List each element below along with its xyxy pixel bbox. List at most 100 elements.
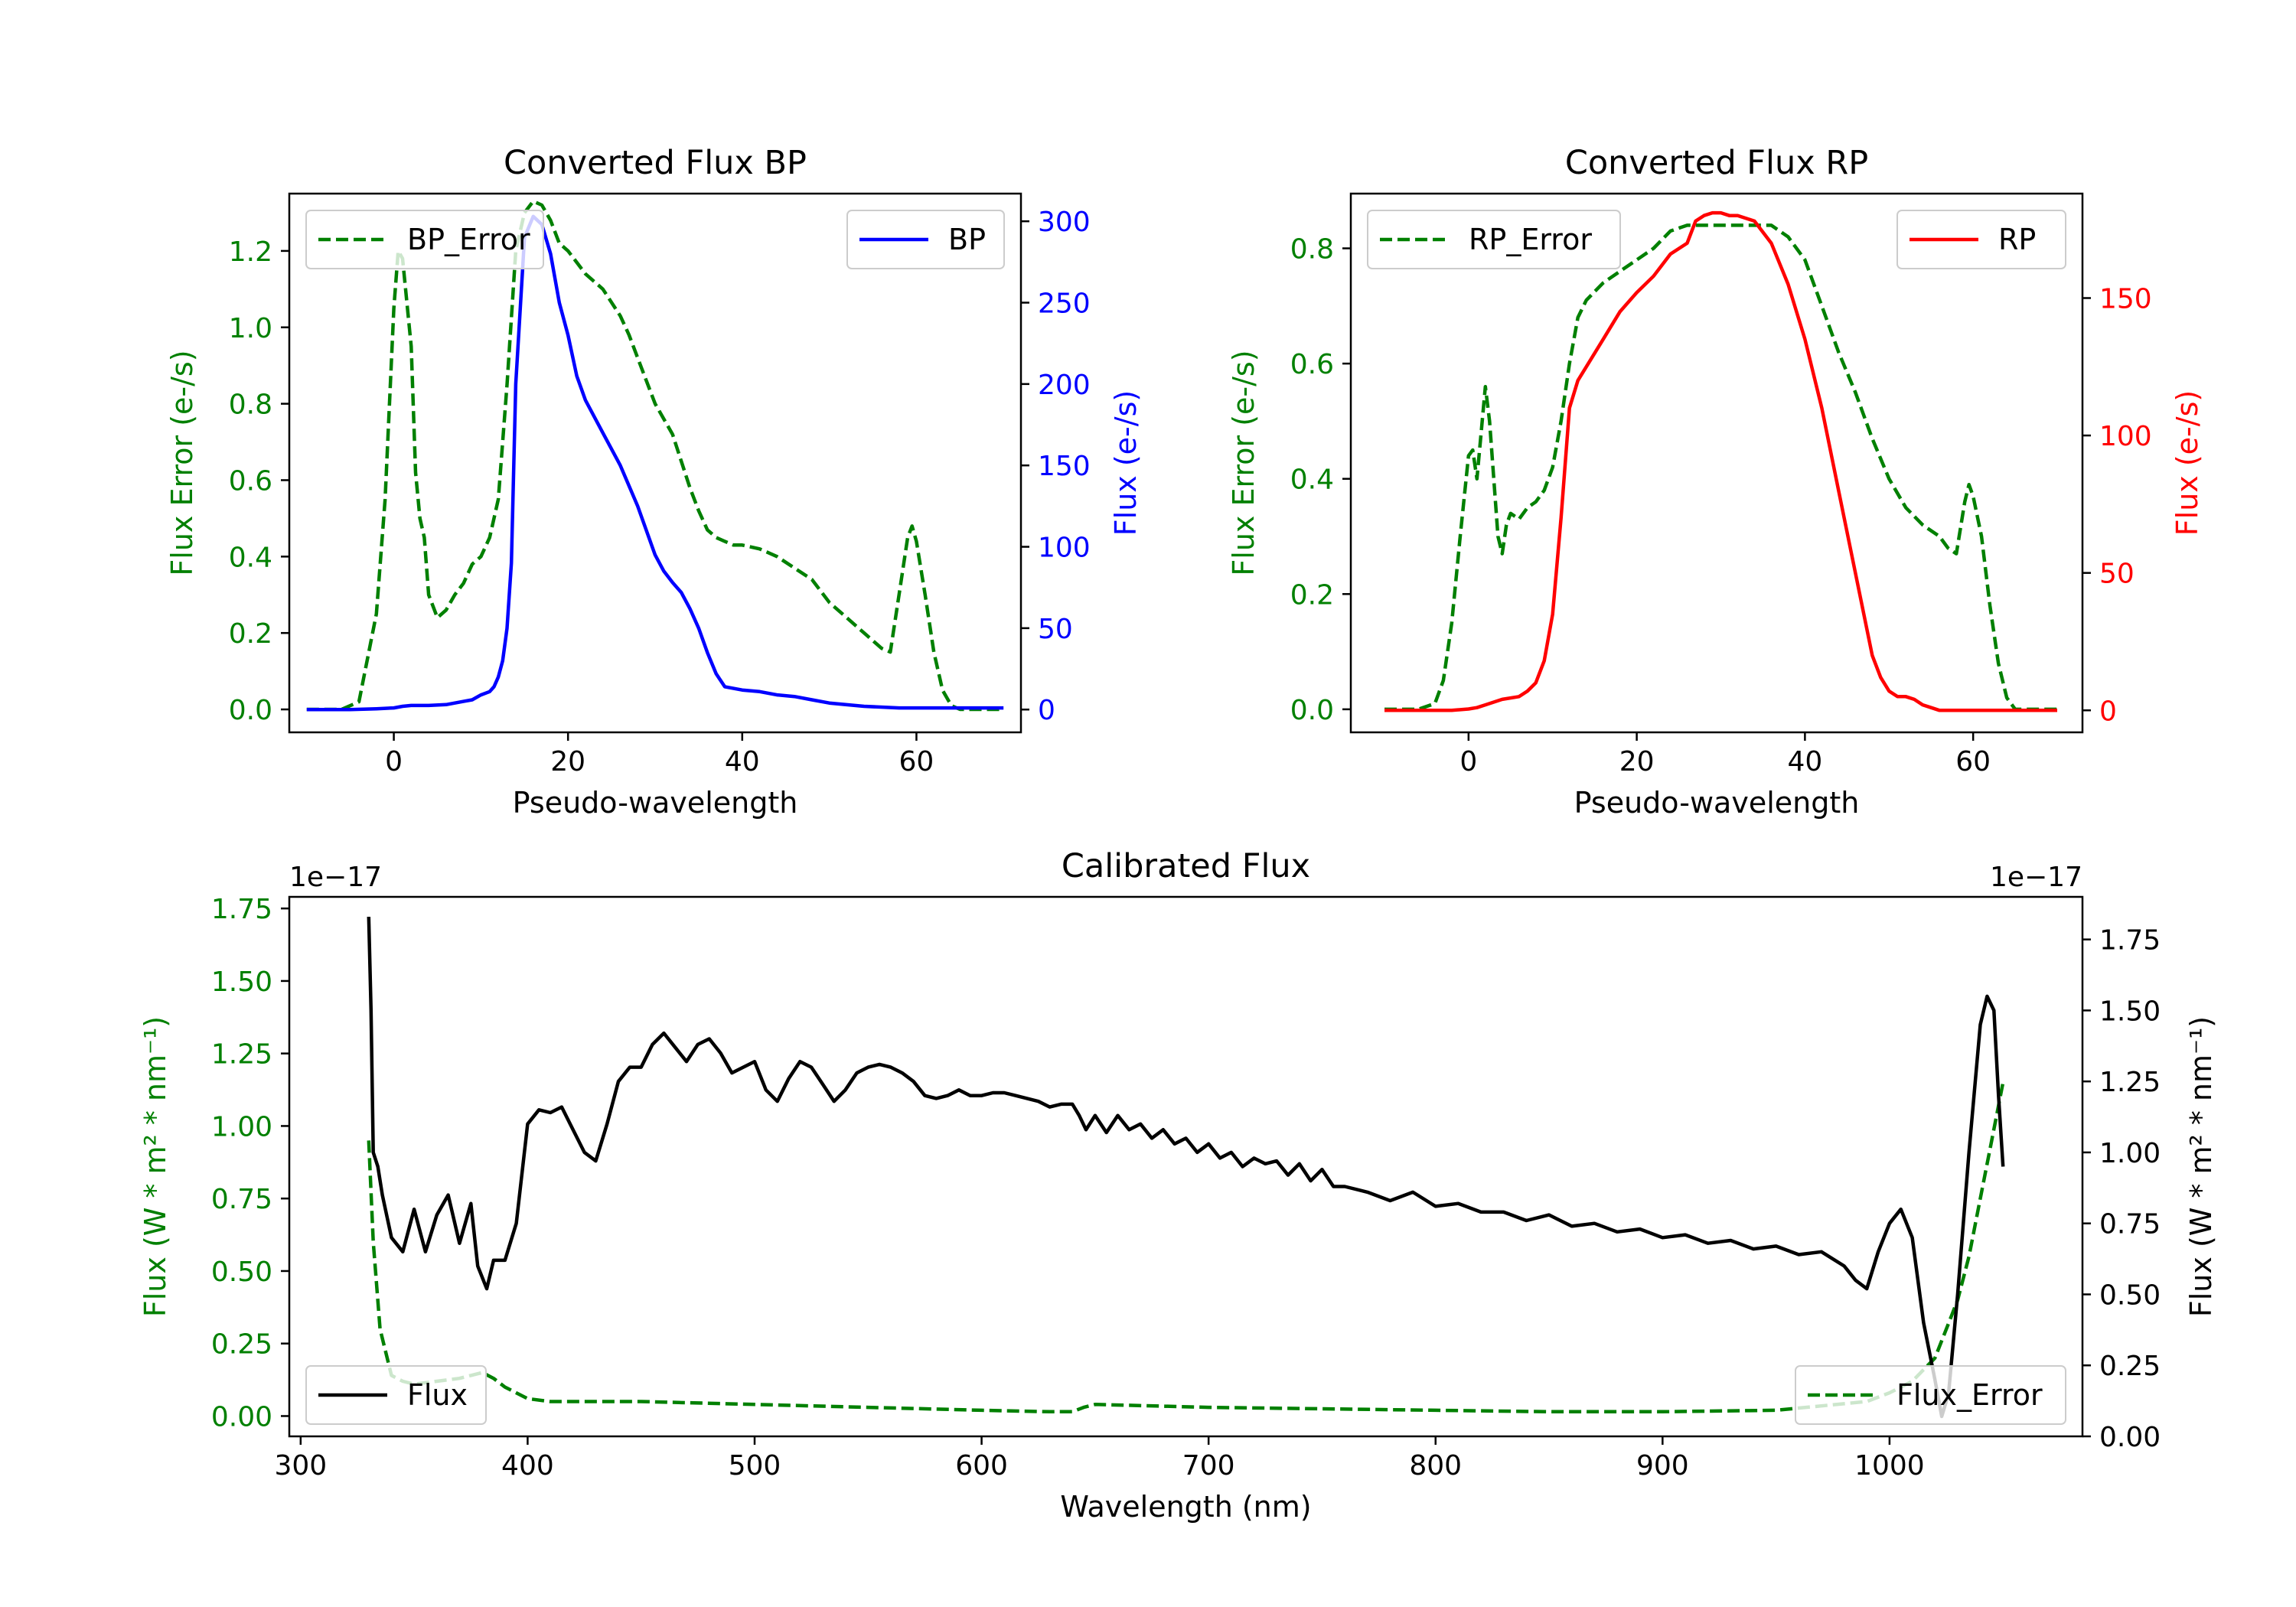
rp-ytick-right-label: 50 (2099, 559, 2135, 590)
bp-ytick-left-label: 0.0 (229, 695, 272, 726)
bp-series-bp-error-line (306, 199, 1004, 712)
bp-series-group (306, 199, 1004, 712)
bp-ytick-right-label: 50 (1038, 614, 1073, 645)
bp-ylabel-right: Flux (e-/s) (1109, 390, 1143, 536)
bp-xtick-label: 40 (725, 746, 760, 777)
calibrated-ylabel-right: Flux (W * m² * nm⁻¹) (2184, 1016, 2218, 1317)
rp-ytick-left-label: 0.6 (1290, 349, 1334, 380)
bp-ytick-right-label: 0 (1038, 695, 1055, 726)
calibrated-xtick-label: 900 (1636, 1450, 1689, 1482)
bp-ylabel-left: Flux Error (e-/s) (165, 350, 199, 575)
calibrated-ytick-left-label: 0.00 (211, 1401, 272, 1433)
rp-ytick-left-label: 0.0 (1290, 695, 1334, 726)
calibrated-offset-left: 1e−17 (289, 862, 382, 893)
calibrated-offset-right: 1e−17 (1990, 862, 2082, 893)
bp-ytick-left-label: 0.8 (229, 390, 272, 421)
rp-legend-left: RP_Error (1367, 210, 1621, 269)
calibrated-xtick-label: 300 (274, 1450, 327, 1482)
rp-xtick-label: 0 (1459, 746, 1477, 777)
calibrated-xtick-label: 600 (955, 1450, 1008, 1482)
rp-xtick-label: 40 (1787, 746, 1822, 777)
bp-title: Converted Flux BP (504, 144, 807, 182)
calibrated-subplot: 300 400 500 600 700 800 900 1000 0.00 0.25 0.50 0.7… (139, 847, 2218, 1524)
rp-xtick-label: 20 (1619, 746, 1655, 777)
rp-series-rp-error-line (1384, 223, 2057, 712)
rp-ytick-left-label: 0.8 (1290, 234, 1334, 266)
rp-series-group (1384, 210, 2057, 712)
calibrated-legend-left-box (305, 1365, 487, 1425)
calibrated-ytick-left-label: 0.25 (211, 1329, 272, 1361)
calibrated-legend-left-label: Flux (407, 1378, 468, 1412)
calibrated-xtick-label: 1000 (1854, 1450, 1925, 1482)
calibrated-ytick-left-label: 1.75 (211, 894, 272, 925)
rp-legend-left-label: RP_Error (1469, 223, 1592, 256)
calibrated-legend-right-label: Flux_Error (1896, 1378, 2043, 1412)
bp-xtick-label: 20 (550, 746, 585, 777)
rp-legend-left-box (1367, 210, 1621, 269)
calibrated-xtick-label: 700 (1182, 1450, 1235, 1482)
rp-subplot: 0 20 40 60 0.0 0.2 0.4 0.6 0.8 0 50 100 150 Converted… (1227, 144, 2204, 820)
rp-ytick-right-label: 100 (2099, 421, 2152, 452)
bp-series-bp-line (306, 214, 1004, 712)
calibrated-ytick-right-label: 1.00 (2099, 1138, 2161, 1169)
bp-ytick-left-label: 0.2 (229, 618, 272, 650)
calibrated-legend-right: Flux_Error (1795, 1365, 2066, 1425)
calibrated-ytick-left-label: 1.50 (211, 966, 272, 998)
calibrated-ytick-left-label: 0.75 (211, 1184, 272, 1215)
calibrated-axes-frame (288, 895, 2084, 1438)
bp-legend-right-label: BP (948, 223, 986, 256)
calibrated-xtick-label: 500 (729, 1450, 781, 1482)
calibrated-title: Calibrated Flux (1062, 847, 1310, 885)
calibrated-legend-left: Flux (305, 1365, 487, 1425)
rp-axes-frame (1349, 192, 2084, 734)
calibrated-ylabel-left: Flux (W * m² * nm⁻¹) (139, 1016, 172, 1317)
calibrated-ytick-left-label: 1.25 (211, 1039, 272, 1071)
bp-ytick-left-label: 0.6 (229, 465, 272, 497)
calibrated-ytick-right-label: 1.25 (2099, 1067, 2161, 1098)
calibrated-xtick-label: 400 (501, 1450, 554, 1482)
rp-ylabel-right: Flux (e-/s) (2170, 390, 2204, 536)
calibrated-xtick-label: 800 (1409, 1450, 1462, 1482)
rp-series-rp-line (1384, 210, 2057, 712)
bp-xtick-label: 0 (385, 746, 403, 777)
bp-axes-frame (288, 192, 1022, 734)
bp-legend-left-label: BP_Error (407, 223, 530, 256)
bp-xlabel: Pseudo-wavelength (513, 786, 798, 820)
bp-ytick-left-label: 1.2 (229, 236, 272, 268)
calibrated-ytick-right-label: 0.50 (2099, 1279, 2161, 1311)
rp-ytick-right-label: 0 (2099, 696, 2117, 727)
calibrated-ytick-right-label: 0.75 (2099, 1209, 2161, 1240)
calibrated-series-flux-line (367, 916, 2005, 1419)
bp-legend-right: BP (846, 210, 1005, 269)
bp-ytick-right-label: 300 (1038, 207, 1091, 238)
rp-ytick-right-label: 150 (2099, 283, 2152, 315)
bp-legend-left: BP_Error (305, 210, 544, 269)
calibrated-ytick-right-label: 0.25 (2099, 1351, 2161, 1382)
rp-legend-right: RP (1896, 210, 2066, 269)
rp-ytick-left-label: 0.4 (1290, 464, 1334, 496)
rp-legend-right-label: RP (1998, 223, 2036, 256)
rp-xlabel: Pseudo-wavelength (1574, 786, 1860, 820)
bp-ytick-left-label: 0.4 (229, 542, 272, 573)
rp-ytick-left-label: 0.2 (1290, 579, 1334, 611)
bp-subplot: 0 20 40 60 0.0 0.2 0.4 0.6 0.8 1.0 1.2 0 50 100 150 200… (165, 144, 1143, 820)
bp-xtick-label: 60 (899, 746, 934, 777)
rp-ylabel-left: Flux Error (e-/s) (1227, 350, 1261, 575)
calibrated-ytick-right-label: 1.75 (2099, 925, 2161, 957)
bp-ytick-right-label: 200 (1038, 370, 1091, 401)
bp-ytick-right-label: 100 (1038, 533, 1091, 564)
bp-legend-left-box (305, 210, 544, 269)
calibrated-ytick-left-label: 0.50 (211, 1257, 272, 1288)
bp-ytick-right-label: 150 (1038, 451, 1091, 482)
calibrated-xlabel: Wavelength (nm) (1060, 1490, 1311, 1524)
rp-legend-right-box (1896, 210, 2066, 269)
bp-ytick-right-label: 250 (1038, 288, 1091, 320)
calibrated-ytick-right-label: 1.50 (2099, 996, 2161, 1027)
bp-ytick-left-label: 1.0 (229, 313, 272, 344)
calibrated-ytick-left-label: 1.00 (211, 1111, 272, 1143)
calibrated-ytick-right-label: 0.00 (2099, 1422, 2161, 1453)
rp-title: Converted Flux RP (1565, 144, 1868, 182)
rp-xtick-label: 60 (1955, 746, 1991, 777)
calibrated-legend-right-box (1795, 1365, 2066, 1425)
